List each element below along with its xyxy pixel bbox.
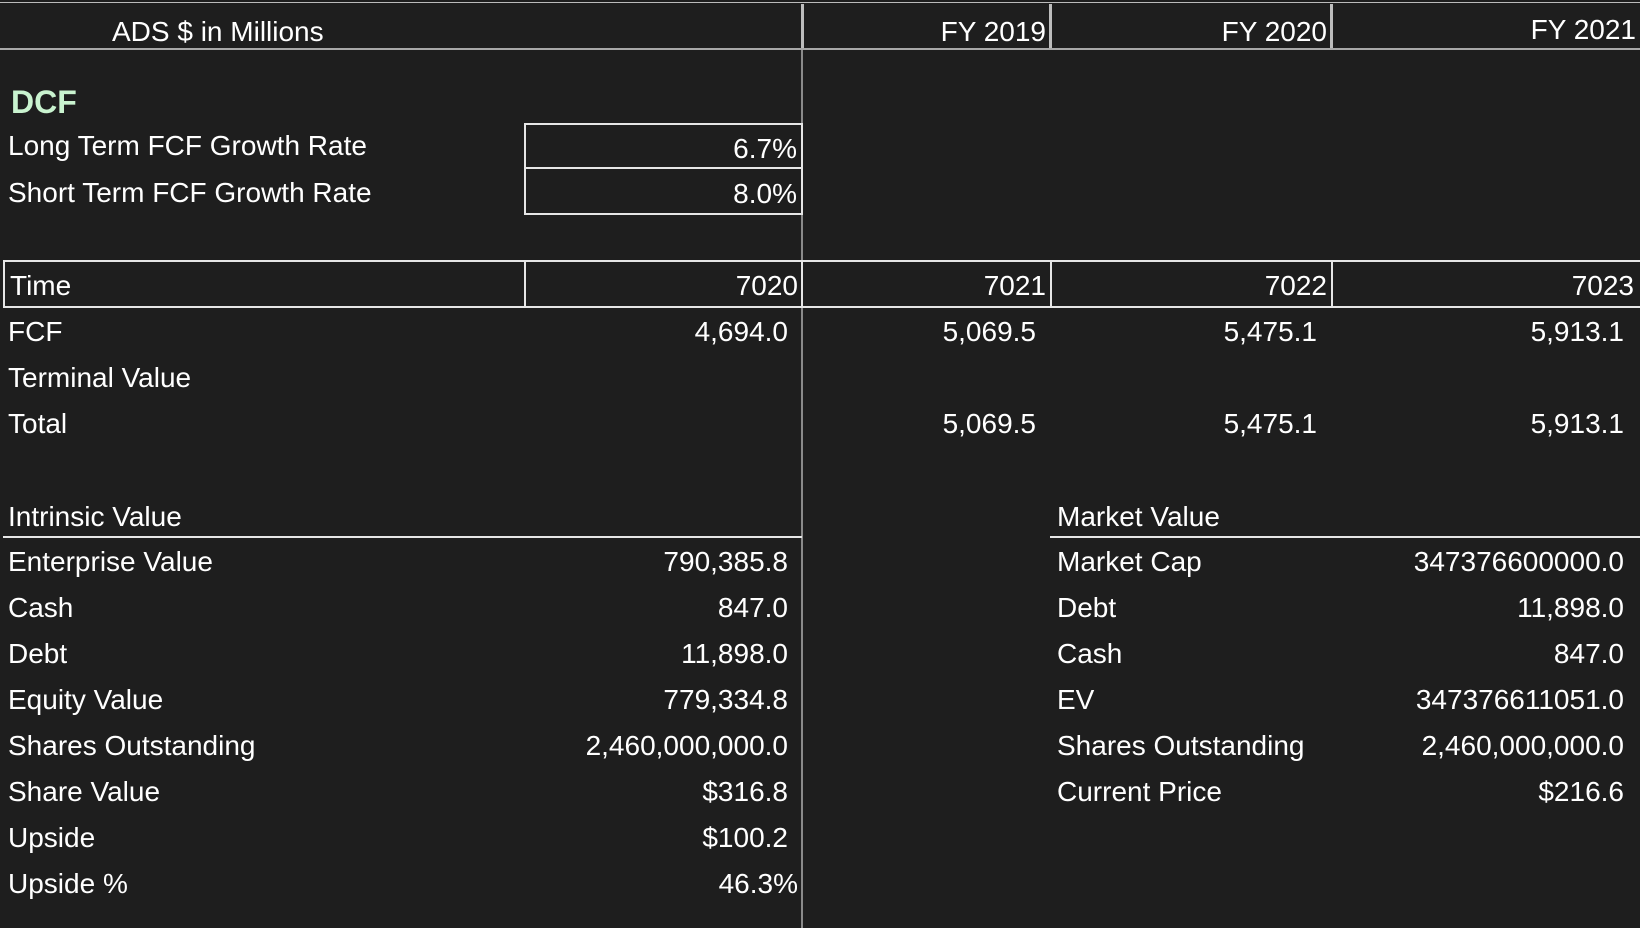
time-value-7020[interactable]: 7020 bbox=[735, 270, 798, 301]
long-term-growth-input[interactable]: 6.7% bbox=[524, 123, 803, 169]
intrinsic-row-label: Upside % bbox=[8, 868, 128, 899]
short-term-growth-label: Short Term FCF Growth Rate bbox=[8, 177, 372, 208]
market-row-value[interactable]: 347376611051.0 bbox=[1415, 684, 1624, 715]
time-value-7023[interactable]: 7023 bbox=[1571, 270, 1634, 301]
total-value-2[interactable]: 5,475.1 bbox=[1223, 408, 1317, 439]
time-row-divider-2 bbox=[1050, 260, 1052, 308]
total-value-1[interactable]: 5,069.5 bbox=[942, 408, 1036, 439]
intrinsic-row-label: Shares Outstanding bbox=[8, 730, 256, 761]
market-row-label: Current Price bbox=[1057, 776, 1222, 807]
intrinsic-row-label: Share Value bbox=[8, 776, 161, 807]
terminal-value-label: Terminal Value bbox=[8, 362, 192, 393]
intrinsic-row-value[interactable]: $316.8 bbox=[702, 776, 788, 807]
dcf-title: DCF bbox=[11, 84, 77, 120]
market-row-value[interactable]: 11,898.0 bbox=[1517, 592, 1624, 623]
header-divider-2 bbox=[1049, 4, 1052, 48]
fcf-value-1[interactable]: 5,069.5 bbox=[942, 316, 1036, 347]
market-row-value[interactable]: 2,460,000,000.0 bbox=[1421, 730, 1624, 761]
sheet-title: ADS $ in Millions bbox=[112, 16, 324, 47]
intrinsic-title-underline bbox=[3, 536, 802, 538]
market-row-label: Debt bbox=[1057, 592, 1117, 623]
market-row-label: Cash bbox=[1057, 638, 1123, 669]
intrinsic-row-value[interactable]: 11,898.0 bbox=[681, 638, 788, 669]
intrinsic-row-value[interactable]: 2,460,000,000.0 bbox=[585, 730, 788, 761]
header-divider-3 bbox=[1330, 4, 1333, 48]
intrinsic-row-value[interactable]: $100.2 bbox=[702, 822, 788, 853]
intrinsic-row-label: Debt bbox=[8, 638, 68, 669]
time-row-divider-3 bbox=[1331, 260, 1333, 308]
market-row-value[interactable]: 847.0 bbox=[1553, 638, 1624, 669]
short-term-growth-value: 8.0% bbox=[733, 178, 797, 209]
total-label: Total bbox=[8, 408, 68, 439]
intrinsic-row-value[interactable]: 779,334.8 bbox=[663, 684, 788, 715]
market-row-value[interactable]: 347376600000.0 bbox=[1413, 546, 1624, 577]
market-value-title: Market Value bbox=[1057, 501, 1220, 532]
intrinsic-row-label: Upside bbox=[8, 822, 96, 853]
time-label: Time bbox=[10, 270, 72, 301]
short-term-growth-input[interactable]: 8.0% bbox=[524, 167, 803, 215]
column-divider bbox=[801, 50, 803, 928]
intrinsic-row-label: Enterprise Value bbox=[8, 546, 213, 577]
header-year-fy2020[interactable]: FY 2020 bbox=[1221, 16, 1327, 47]
market-row-label: EV bbox=[1057, 684, 1095, 715]
time-row-divider-1 bbox=[801, 260, 803, 308]
market-row-value[interactable]: $216.6 bbox=[1538, 776, 1624, 807]
header-year-fy2021[interactable]: FY 2021 bbox=[1530, 14, 1636, 45]
intrinsic-value-title: Intrinsic Value bbox=[8, 501, 182, 532]
long-term-growth-label: Long Term FCF Growth Rate bbox=[8, 130, 367, 161]
time-row-divider-0 bbox=[524, 260, 526, 308]
fcf-value-2[interactable]: 5,475.1 bbox=[1223, 316, 1317, 347]
long-term-growth-value: 6.7% bbox=[733, 133, 797, 164]
intrinsic-row-label: Cash bbox=[8, 592, 74, 623]
market-row-label: Shares Outstanding bbox=[1057, 730, 1305, 761]
intrinsic-row-value[interactable]: 790,385.8 bbox=[663, 546, 788, 577]
time-row bbox=[3, 260, 1640, 308]
intrinsic-row-label: Equity Value bbox=[8, 684, 164, 715]
time-value-7021[interactable]: 7021 bbox=[983, 270, 1046, 301]
fcf-value-3[interactable]: 5,913.1 bbox=[1530, 316, 1624, 347]
total-value-3[interactable]: 5,913.1 bbox=[1530, 408, 1624, 439]
header-bottom-border bbox=[0, 48, 1640, 50]
header-top-border bbox=[0, 2, 1640, 3]
market-title-underline bbox=[1050, 536, 1640, 538]
time-value-7022[interactable]: 7022 bbox=[1264, 270, 1327, 301]
fcf-value-0[interactable]: 4,694.0 bbox=[694, 316, 788, 347]
intrinsic-row-value[interactable]: 847.0 bbox=[717, 592, 788, 623]
fcf-label: FCF bbox=[8, 316, 63, 347]
intrinsic-row-value[interactable]: 46.3% bbox=[718, 868, 798, 899]
header-divider-1 bbox=[801, 4, 804, 48]
market-row-label: Market Cap bbox=[1057, 546, 1202, 577]
header-year-fy2019[interactable]: FY 2019 bbox=[940, 16, 1046, 47]
